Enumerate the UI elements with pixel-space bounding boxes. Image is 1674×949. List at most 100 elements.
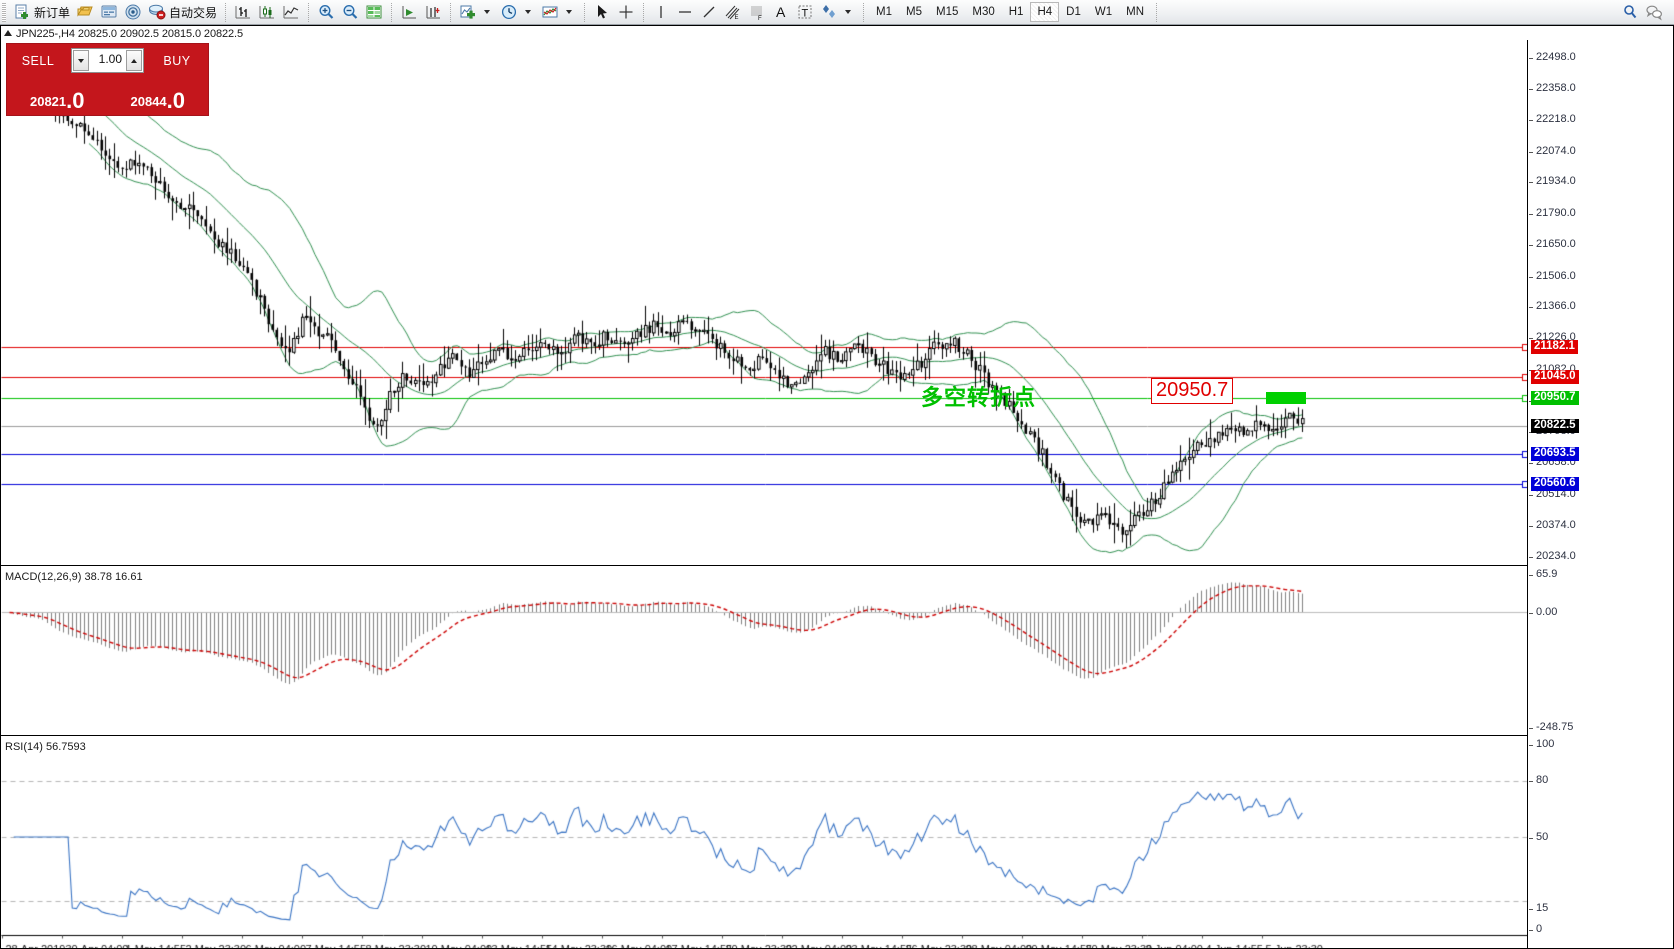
timeframe-h1[interactable]: H1 — [1008, 6, 1024, 18]
timeframe-h4[interactable]: H4 — [1030, 2, 1060, 22]
timeframe-mn[interactable]: MN — [1126, 6, 1144, 18]
bar-chart-button[interactable] — [231, 1, 255, 24]
timeframe-m5[interactable]: M5 — [906, 6, 922, 18]
rsi-tick: 80 — [1528, 774, 1549, 786]
trendline-tool-button[interactable] — [697, 1, 721, 24]
crosshair-icon — [617, 3, 635, 21]
timeframe-m1[interactable]: M1 — [876, 6, 893, 18]
svg-text:E: E — [735, 15, 739, 21]
sell-price-frac: .0 — [66, 88, 85, 113]
vertical-line-tool-button[interactable] — [649, 1, 673, 24]
price-tag-annotation[interactable]: 20950.7 — [1151, 377, 1234, 404]
timeframe-d1[interactable]: D1 — [1066, 6, 1081, 18]
price-tick: 22218.0 — [1529, 113, 1576, 125]
chart-shift-button[interactable] — [421, 1, 445, 24]
search-button[interactable] — [1618, 1, 1642, 24]
shapes-dropdown-caret[interactable] — [845, 10, 852, 14]
signals-button[interactable] — [121, 1, 145, 24]
price-tick: 22074.0 — [1529, 144, 1576, 157]
svg-text:T: T — [802, 8, 809, 20]
buy-price[interactable]: 20844.0 — [108, 77, 207, 114]
clock-icon — [500, 3, 518, 21]
zoom-in-button[interactable] — [314, 1, 338, 24]
market-watch-button[interactable] — [97, 1, 121, 24]
volume-stepper[interactable]: 1.00 — [71, 48, 144, 73]
channel-icon: E — [724, 3, 742, 21]
chart-text-annotation[interactable]: 多空转折点 — [921, 384, 1037, 410]
macd-tick: 65.9 — [1528, 568, 1558, 580]
price-axis[interactable]: 22498.0 22358.0 22218.0 22074.0 21934.0 21790… — [1527, 40, 1673, 948]
templates-dropdown-caret[interactable] — [566, 10, 573, 14]
autotrading-button[interactable]: 自动交易 — [145, 1, 220, 24]
green-rectangle-marker[interactable] — [1266, 391, 1306, 404]
indicators-dropdown-caret[interactable] — [484, 10, 491, 14]
crosshair-tool-button[interactable] — [614, 1, 638, 24]
text-label-tool-button[interactable]: T — [793, 1, 817, 24]
chart-window[interactable]: JPN225-,H4 20825.0 20902.5 20815.0 20822… — [0, 25, 1674, 949]
price-level-label-support-2[interactable]: 20560.6 — [1531, 476, 1579, 491]
profiles-button[interactable] — [73, 1, 97, 24]
periods-dropdown-caret[interactable] — [525, 10, 532, 14]
price-level-label-current-price[interactable]: 20822.5 — [1531, 419, 1579, 434]
sell-button[interactable]: SELL — [21, 53, 55, 68]
new-order-icon — [13, 3, 31, 21]
octp-price-row: 20821.0 20844.0 — [7, 77, 208, 115]
data-window-button[interactable] — [362, 1, 386, 24]
equidistant-channel-tool-button[interactable]: E — [721, 1, 745, 24]
text-icon: A — [772, 3, 790, 21]
price-tick: 20234.0 — [1529, 549, 1576, 562]
volume-dropdown-button[interactable] — [73, 50, 89, 71]
auto-scroll-button[interactable] — [397, 1, 421, 24]
toolbar-separator-3 — [391, 2, 393, 22]
shapes-tool-button[interactable] — [817, 1, 858, 24]
buy-price-frac: .0 — [166, 88, 185, 113]
buy-button[interactable]: BUY — [163, 53, 191, 68]
indicators-icon — [459, 3, 477, 21]
toolbar-separator-8 — [1156, 2, 1157, 22]
fibonacci-tool-button[interactable]: F — [745, 1, 769, 24]
volume-value[interactable]: 1.00 — [98, 52, 122, 66]
price-tick: 22358.0 — [1529, 82, 1576, 95]
price-level-label-support-1[interactable]: 20693.5 — [1531, 447, 1579, 462]
folder-icon — [76, 3, 94, 21]
chart-canvas[interactable] — [1, 40, 1527, 948]
price-level-label-resistance-1[interactable]: 21182.1 — [1531, 339, 1578, 354]
candlestick-chart-button[interactable] — [255, 1, 279, 24]
macd-tick: -248.75 — [1528, 721, 1574, 733]
price-tick: 21934.0 — [1529, 175, 1576, 188]
timeframe-m30[interactable]: M30 — [972, 6, 995, 18]
indicators-button[interactable] — [456, 1, 497, 24]
timeframe-m15[interactable]: M15 — [936, 6, 959, 18]
periods-button[interactable] — [497, 1, 538, 24]
rsi-tick: 0 — [1528, 923, 1543, 935]
bar-chart-icon — [234, 3, 252, 21]
volume-increment-button[interactable] — [126, 50, 142, 71]
price-level-label-pivot-level[interactable]: 20950.7 — [1531, 390, 1579, 405]
horizontal-line-tool-button[interactable] — [673, 1, 697, 24]
chart-plot-area[interactable]: MACD(12,26,9) 38.78 16.61 RSI(14) 56.759… — [1, 40, 1527, 948]
price-tick: 21790.0 — [1529, 207, 1576, 220]
zoom-out-button[interactable] — [338, 1, 362, 24]
autotrading-icon — [148, 3, 166, 21]
chat-button[interactable] — [1642, 1, 1666, 24]
price-level-label-resistance-2[interactable]: 21045.0 — [1531, 370, 1579, 385]
toolbar-separator-4 — [450, 2, 452, 22]
line-chart-button[interactable] — [279, 1, 303, 24]
line-chart-icon — [282, 3, 300, 21]
zoom-in-icon — [317, 3, 335, 21]
price-tick: 20514.0 — [1529, 487, 1576, 500]
cursor-tool-button[interactable] — [590, 1, 614, 24]
new-order-label: 新订单 — [34, 5, 71, 20]
text-tool-button[interactable]: A — [769, 1, 793, 24]
timeframe-w1[interactable]: W1 — [1094, 6, 1113, 18]
toolbar-separator-7 — [863, 2, 865, 22]
sell-price[interactable]: 20821.0 — [8, 77, 107, 114]
search-icon — [1621, 3, 1639, 21]
trendline-icon — [700, 3, 718, 21]
new-order-button[interactable]: 新订单 — [10, 1, 73, 24]
templates-button[interactable] — [538, 1, 579, 24]
one-click-trading-panel[interactable]: SELL 1.00 BUY 20821.0 20844.0 — [6, 43, 209, 116]
toolbar-grip-1[interactable] — [2, 2, 6, 22]
rsi-tick: 50 — [1528, 831, 1549, 843]
collapse-triangle-icon[interactable] — [4, 30, 12, 36]
